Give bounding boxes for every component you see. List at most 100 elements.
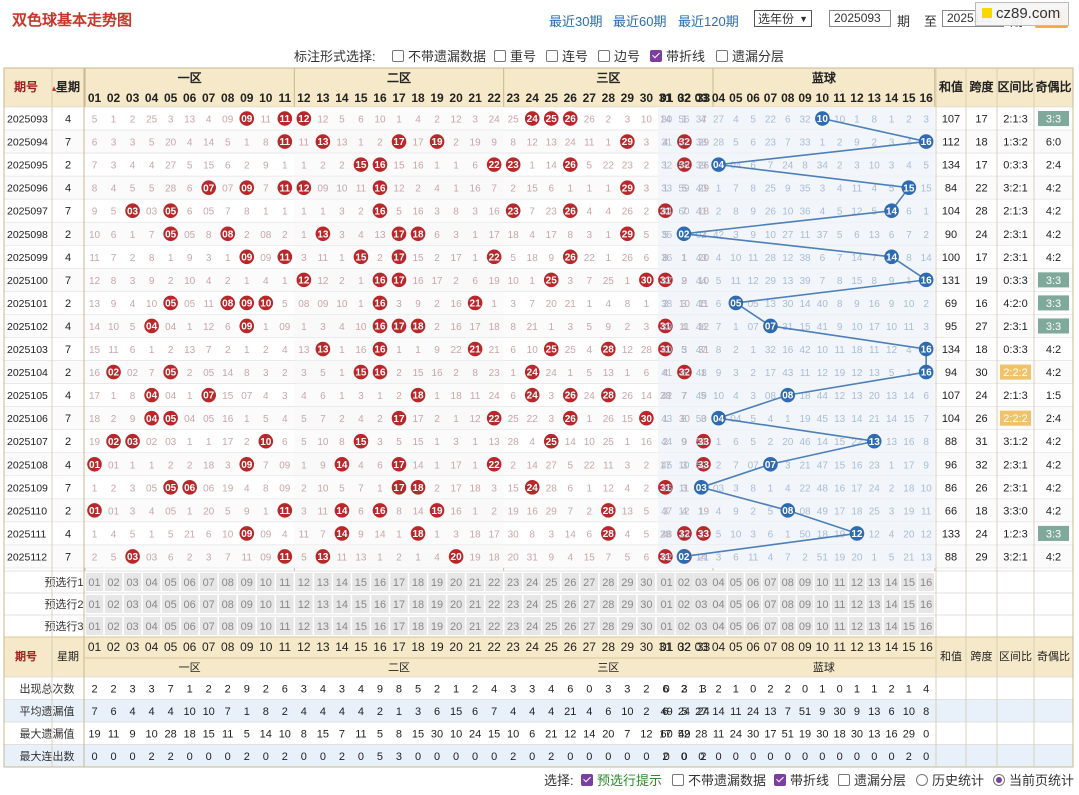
red-missing-value: 17 [451,483,463,494]
red-missing-value: 10 [336,299,348,310]
checkbox-icon[interactable] [392,50,404,62]
red-missing-value: 6 [510,391,516,402]
footer-option-preselect[interactable]: 预选行提示 [581,770,662,789]
stats-red-value: 6 [110,706,116,718]
blue-missing-value: 19 [903,506,915,517]
preselect-number: 23 [507,621,519,633]
red-missing-value: 8 [510,138,516,149]
red-missing-value: 04 [165,391,177,402]
red-ball [239,111,255,126]
red-ball [239,318,255,334]
red-missing-value: 14 [412,506,424,517]
zone-ratio-cell: 2:2:2 [1003,367,1027,379]
blue-missing-value: 3 [750,391,756,402]
blue-zone-bg [658,360,935,384]
preselect-number: 26 [564,577,576,589]
recent-60-link[interactable]: 最近60期 [613,14,667,29]
blue-missing-value: 12 [817,368,829,379]
checkbox-icon[interactable] [598,50,610,62]
zone-ratio-cell: 2:1:3 [1003,206,1027,218]
from-issue-input[interactable]: 2025093 [829,10,891,27]
red-ball [543,272,559,288]
red-missing-value: 7 [263,460,269,471]
red-missing-value: 1 [244,414,250,425]
red-missing-value: 6 [567,483,573,494]
red-number-header: 30 [640,91,654,105]
checkbox-icon[interactable] [716,50,728,62]
red-ball [372,364,388,380]
red-missing-value: 6 [187,184,193,195]
red-number-footer: 08 [221,640,235,654]
blue-missing-value: 25 [869,506,881,517]
red-missing-value: 8 [567,230,573,241]
blue-missing-value: 47 [661,506,673,517]
option-edge[interactable]: 边号 [598,46,640,65]
zone-ratio-cell: 2:3:1 [1003,482,1027,494]
blue-missing-value: 3 [854,161,860,172]
footer-option-missing-layer[interactable]: 遗漏分层 [838,770,906,789]
preselect-number: 01 [88,577,100,589]
red-ball-number: 03 [127,437,139,448]
year-select[interactable]: 选年份 ▼ [754,10,812,27]
red-missing-value: 3 [301,506,307,517]
red-missing-value: 16 [489,207,501,218]
blue-number-footer: 11 [833,640,846,654]
issue-cell: 2025102 [7,321,48,333]
red-ball-number: 31 [660,483,672,494]
red-missing-value: 11 [679,322,690,333]
checkbox-checked-icon[interactable] [650,50,662,62]
preselect-cell [762,595,779,613]
footer-option-history[interactable]: 历史统计 [916,770,984,789]
zone-header-1: 一区 [178,71,202,85]
red-missing-value: 16 [451,299,463,310]
stats-red-value: 20 [602,728,614,740]
preselect-cell [371,617,389,635]
option-consecutive[interactable]: 连号 [546,46,588,65]
red-missing-value: 3 [625,115,631,126]
recent-120-link[interactable]: 最近120期 [678,14,739,29]
preselect-number: 01 [88,599,100,611]
red-missing-value: 2 [396,552,402,563]
radio-selected-icon[interactable] [993,774,1005,786]
footer-option-current[interactable]: 当前页统计 [993,770,1074,789]
blue-ball [918,272,934,288]
option-repeat[interactable]: 重号 [494,46,536,65]
span-cell: 22 [975,183,987,195]
red-missing-value: 5 [111,207,117,218]
preselect-cell [371,573,389,591]
radio-icon[interactable] [916,774,928,786]
recent-30-link[interactable]: 最近30期 [549,14,603,29]
option-no-missing[interactable]: 不带遗漏数据 [392,46,486,65]
stat-col-footer: 和值 [940,650,962,663]
footer-option-polyline[interactable]: 带折线 [774,770,829,789]
stats-red-value: 4 [149,706,155,718]
odd-even-cell: 4:2 [1046,436,1061,448]
red-ball-number: 16 [374,506,386,517]
checkbox-icon[interactable] [672,774,684,786]
zone-header-2: 二区 [387,71,411,85]
checkbox-icon[interactable] [838,774,850,786]
checkbox-checked-icon[interactable] [774,774,786,786]
red-missing-value: 1 [472,253,478,264]
red-missing-value: 1 [396,115,402,126]
checkbox-icon[interactable] [494,50,506,62]
preselect-number: 12 [851,621,863,633]
red-missing-value: 1 [377,552,383,563]
blue-missing-value: 9 [854,138,860,149]
red-ball-number: 15 [355,368,367,379]
sum-cell: 107 [942,114,960,126]
red-missing-value: 15 [412,253,424,264]
blue-missing-value: 10 [678,460,690,471]
blue-missing-value: 27 [713,115,725,126]
checkbox-checked-icon[interactable] [581,774,593,786]
option-missing-layer[interactable]: 遗漏分层 [716,46,784,65]
red-missing-value: 03 [165,437,177,448]
red-missing-value: 10 [184,276,196,287]
option-polyline[interactable]: 带折线 [650,46,705,65]
red-number-header: 01 [88,91,102,105]
blue-missing-value: 38 [799,253,811,264]
red-ball-number: 31 [660,206,672,217]
footer-option-no-missing[interactable]: 不带遗漏数据 [672,770,766,789]
checkbox-icon[interactable] [546,50,558,62]
red-number-footer: 02 [107,640,121,654]
